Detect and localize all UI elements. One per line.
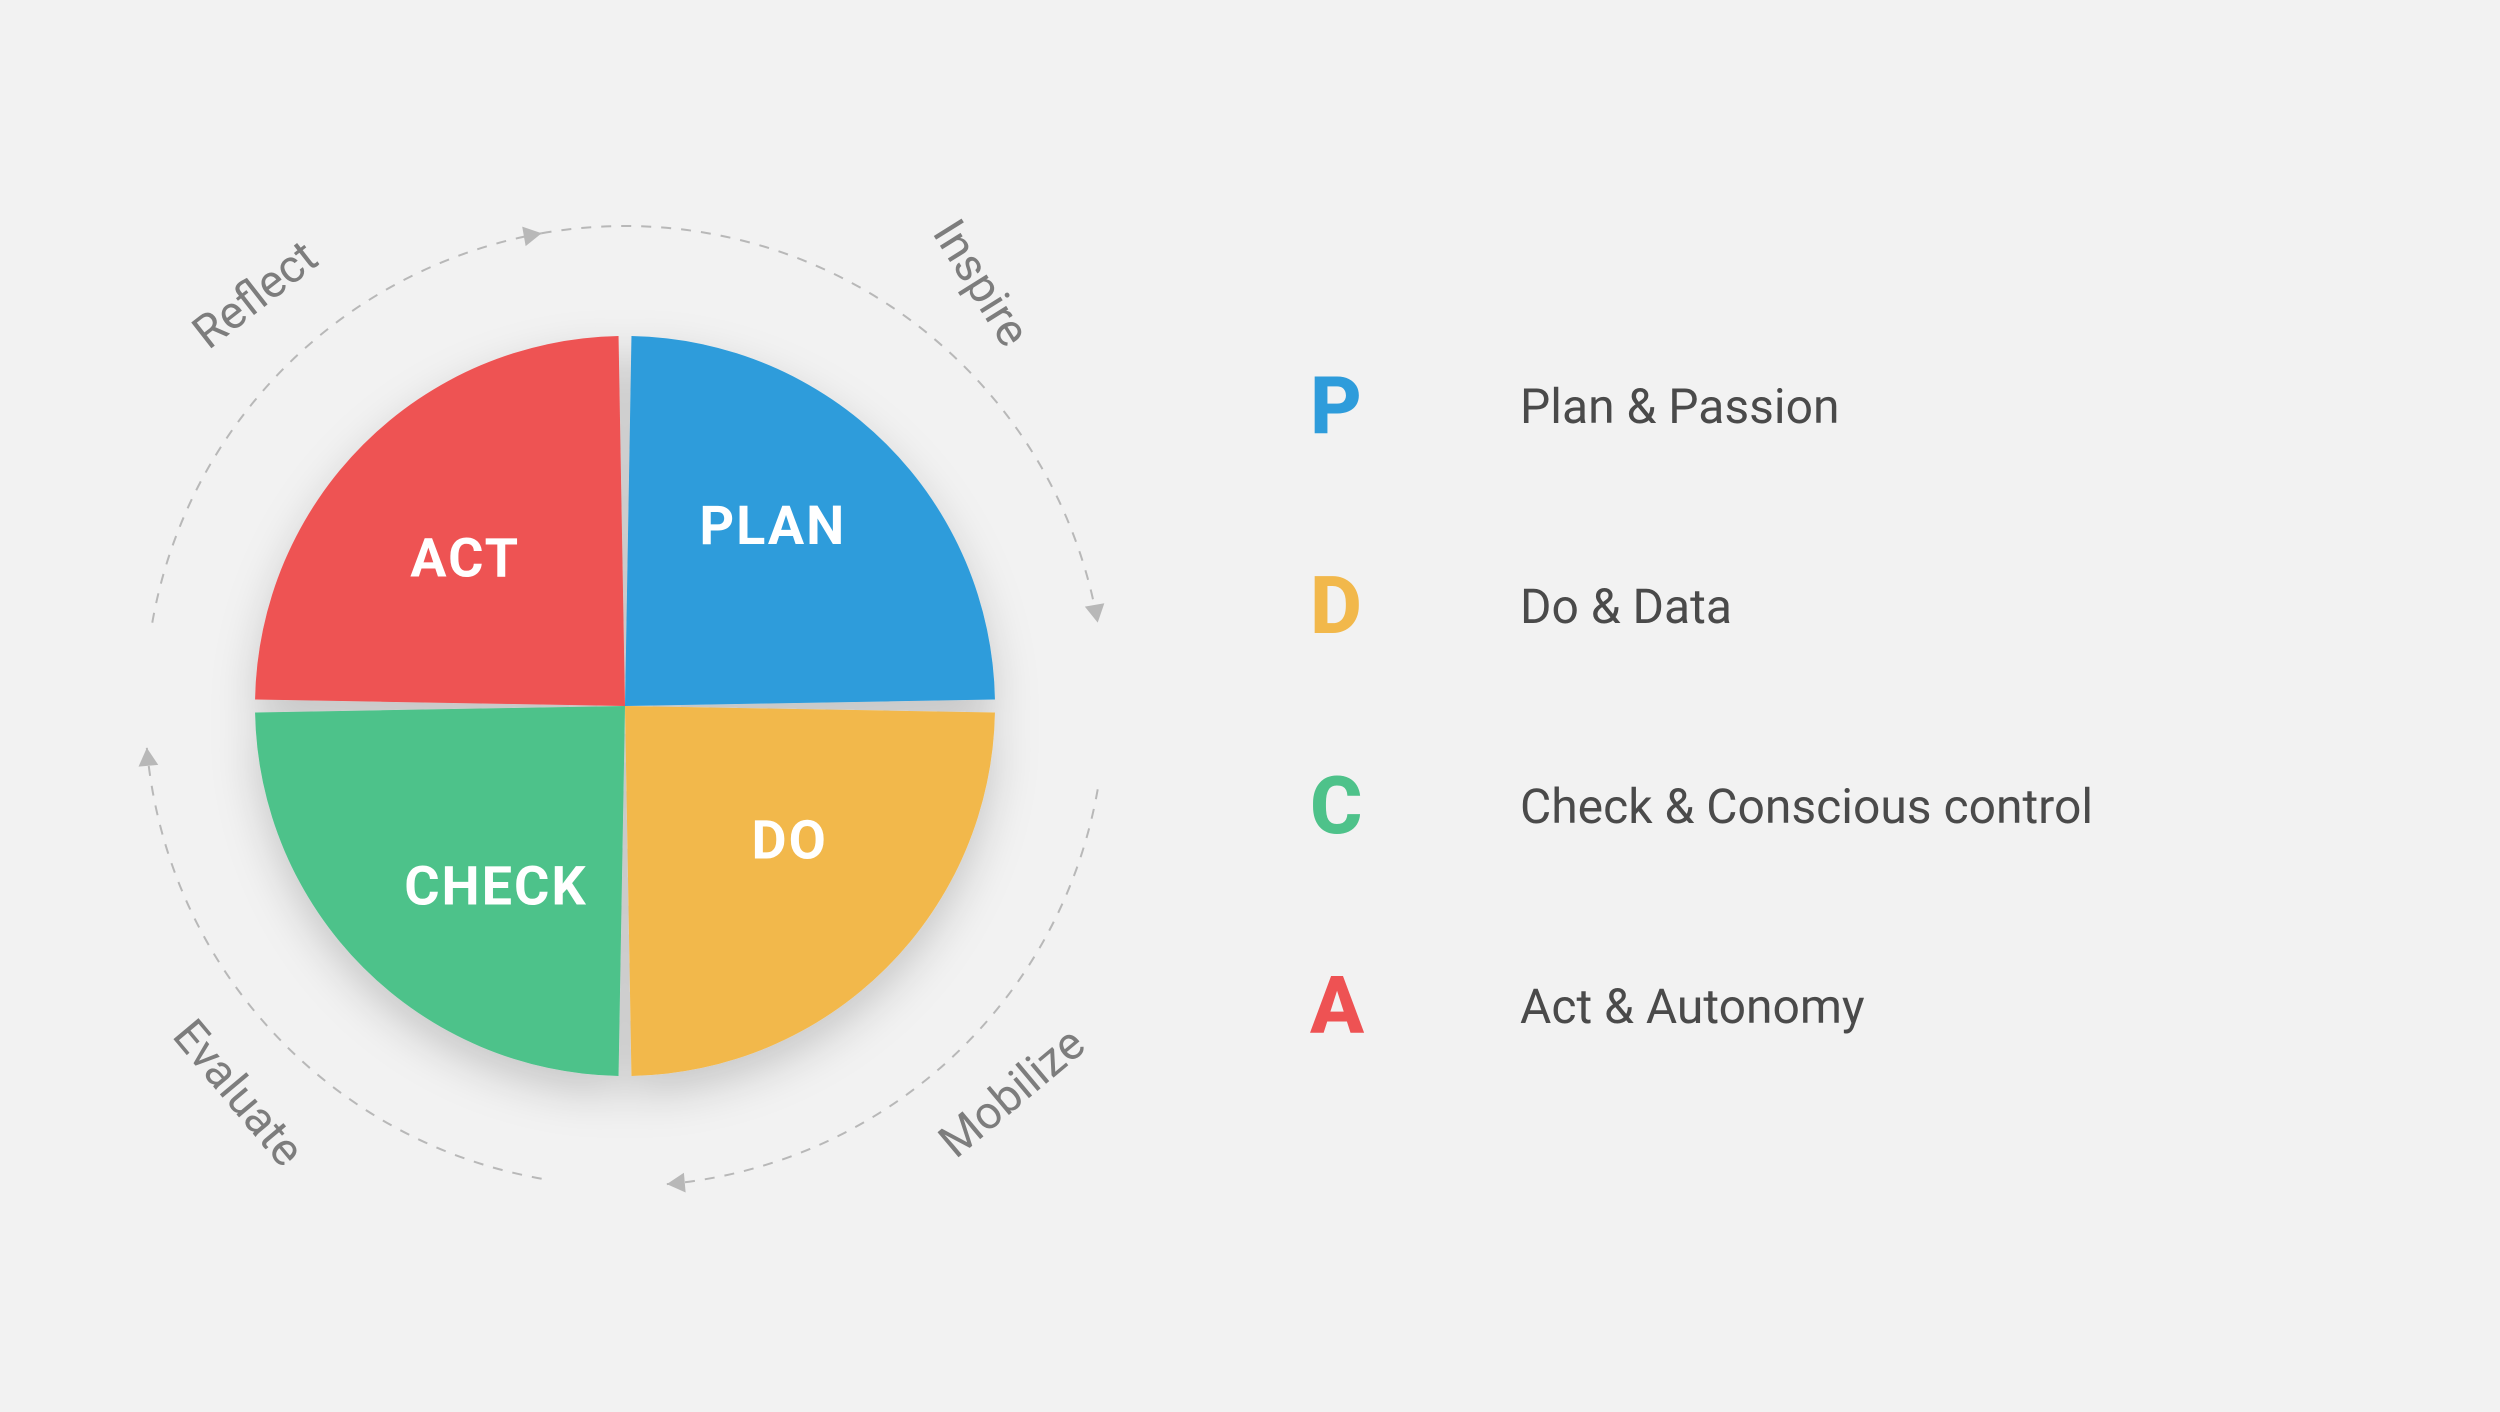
legend-letter-a: A <box>1310 966 1430 1046</box>
legend-letter-p: P <box>1310 366 1430 446</box>
cycle-arrowhead-evaluate <box>139 748 159 767</box>
cycle-arrowhead-reflect <box>522 227 541 246</box>
pdca-infographic: PLAN DO CHECK ACT Inspire Mobilize Evaluate Ref… <box>0 0 2500 1412</box>
legend-text-a: Act & Autonomy <box>1520 978 1865 1035</box>
legend-row-d: D Do & Data <box>1310 566 2500 646</box>
legend-row-p: P Plan & Passion <box>1310 366 2500 446</box>
legend-letter-c: C <box>1310 766 1430 846</box>
legend-letter-d: D <box>1310 566 1430 646</box>
legend-text-c: Check & Conscious control <box>1520 778 2093 835</box>
legend-row-c: C Check & Conscious control <box>1310 766 2500 846</box>
cycle-label-mobilize: Mobilize <box>929 1017 1096 1169</box>
quadrant-do <box>625 706 995 1076</box>
cycle-arrowhead-mobilize <box>667 1173 686 1193</box>
quadrant-act <box>255 336 625 706</box>
legend-text-d: Do & Data <box>1520 578 1732 635</box>
cycle-arrowhead-inspire <box>1085 603 1104 622</box>
cycle-label-evaluate: Evaluate <box>162 1009 315 1177</box>
legend-panel: P Plan & Passion D Do & Data C Check & C… <box>1250 0 2500 1412</box>
diagram-panel: PLAN DO CHECK ACT Inspire Mobilize Evaluate Ref… <box>0 0 1250 1412</box>
cycle-label-reflect: Reflect <box>183 230 328 360</box>
cycle-label-inspire: Inspire <box>921 210 1040 356</box>
legend-row-a: A Act & Autonomy <box>1310 966 2500 1046</box>
quadrant-label-do: DO <box>752 809 828 872</box>
legend-text-p: Plan & Passion <box>1520 378 1839 435</box>
quadrant-label-act: ACT <box>410 527 520 590</box>
quadrant-label-check: CHECK <box>404 856 588 919</box>
quadrant-label-plan: PLAN <box>699 495 846 558</box>
pdca-cycle-svg: PLAN DO CHECK ACT Inspire Mobilize Evaluate Ref… <box>25 106 1225 1306</box>
